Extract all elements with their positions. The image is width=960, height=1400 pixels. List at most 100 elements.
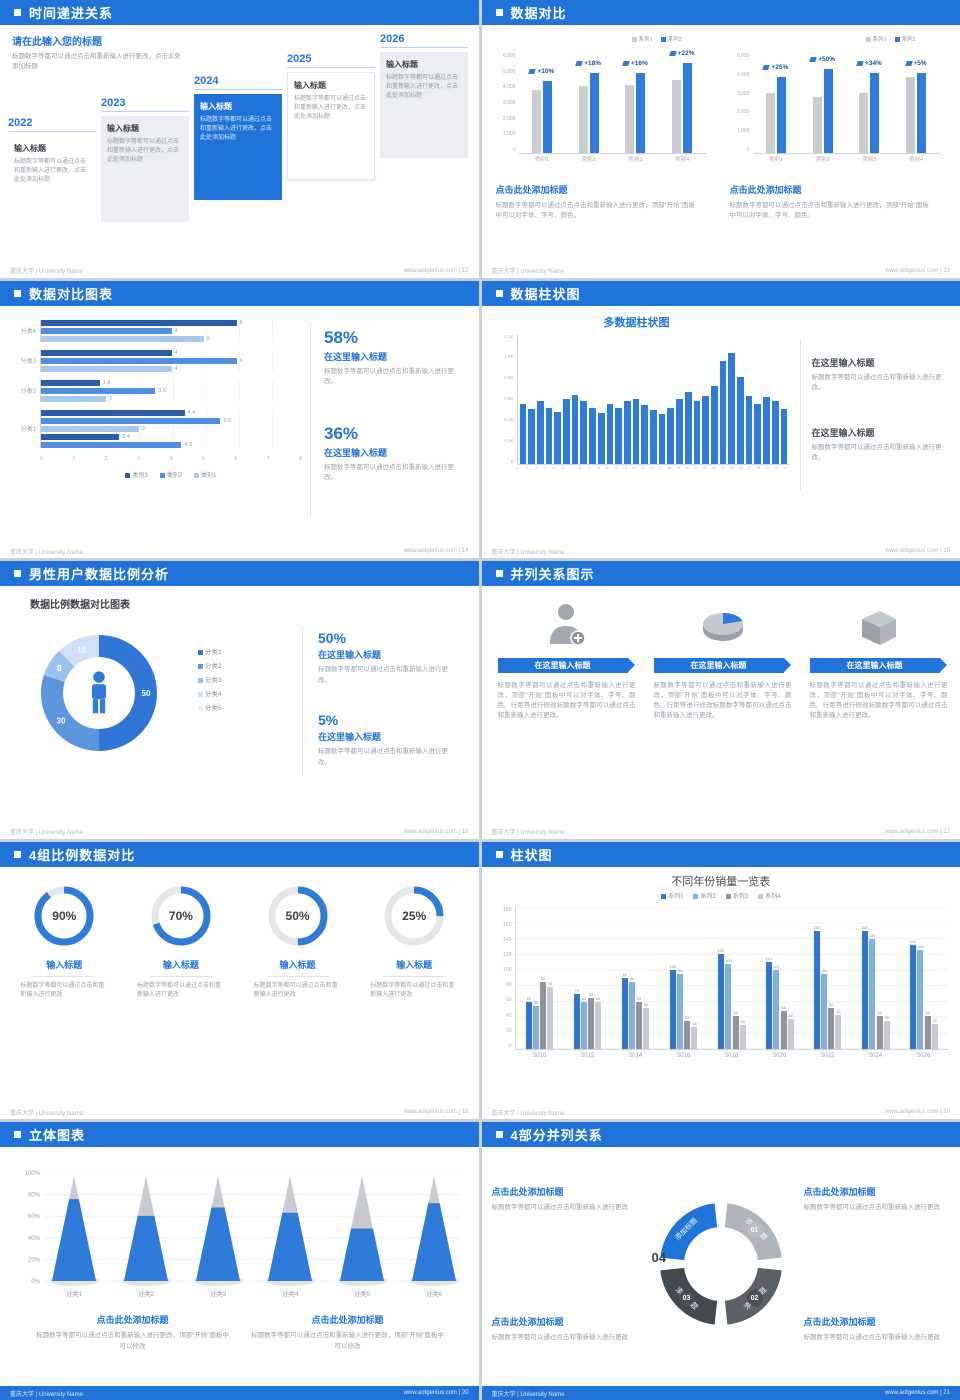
slide-header: 时间递进关系 [0, 0, 479, 25]
slide-20[interactable]: 立体图表 100% 80% 60% 40% 20% 0% 分类1 分类2 分类3 分类4 分类5 分类… [0, 1122, 479, 1400]
step-year: 2022 [8, 117, 96, 132]
slide-body: 系列1 系列2 系列1 系列2 6,000 5,000 4,000 3,000 2,00… [482, 25, 960, 264]
slide-title: 男性用户数据比例分析 [29, 567, 170, 583]
cat1-swatch-icon [194, 472, 200, 478]
bar-group-row: 分类4 6 4 5 [10, 319, 302, 342]
step-text: 标题数字等都可以通过点击和重新输入进行更改，点击此处添加标题 [200, 117, 273, 141]
svg-text:40%: 40% [28, 1236, 41, 1242]
slide-21[interactable]: 4部分并列关系 添加标题添加标题添加标题添加标题 01 02 03 04 点击此… [481, 1122, 960, 1400]
slide-16[interactable]: 男性用户数据比例分析 数据比例数据对比图表 50 30 8 12 分类1 分类2 分类3 分… [0, 561, 479, 839]
bar-value: 55 [533, 999, 539, 1005]
slide-body: 数据比例数据对比图表 50 30 8 12 分类1 分类2 分类3 分类4 分类5 50% 在… [0, 586, 479, 825]
divider [266, 975, 329, 977]
year-label: 2012 [580, 1052, 595, 1059]
bar-value: 52 [643, 1001, 649, 1007]
bar-value: 85 [629, 975, 635, 981]
svg-text:分类2: 分类2 [138, 1289, 155, 1298]
slide-body: 添加标题添加标题添加标题添加标题 01 02 03 04 点击此处添加标题 标题… [482, 1147, 960, 1386]
slide-19[interactable]: 柱状图 不同年份销量一览表 系列1 系列2 系列3 系列4 180 160 140 1… [481, 841, 960, 1120]
ring-item: 25% 输入标题 标题数字等都可以通过点击和重新输入进行更改 [362, 883, 466, 1001]
bar [571, 394, 579, 464]
legend-item: 类别2 [159, 470, 182, 479]
step-year: 2023 [101, 97, 189, 112]
series1-swatch-icon [661, 893, 667, 899]
bar [787, 1018, 794, 1049]
caption-text: 标题数字等都可以通过点击和重新输入进行更改 [491, 1204, 629, 1212]
bar [780, 409, 788, 464]
footer-university: 重庆大学 | University Name [491, 1110, 565, 1117]
bar [745, 396, 753, 464]
series1-swatch-icon [865, 37, 871, 43]
stat-value: 50% [318, 630, 347, 647]
legend-item: 系列1 [631, 35, 653, 43]
svg-text:30: 30 [57, 717, 66, 726]
bar [719, 360, 727, 464]
step-label: 输入标题 [14, 144, 46, 153]
intro-title: 请在此输入您的标题 [12, 37, 102, 48]
ring-text: 标题数字等都可以通过点击和重新输入进行更改 [253, 982, 338, 999]
footer-university: 重庆大学 | University Name [10, 1110, 83, 1117]
year-label: 2010 [532, 1052, 547, 1059]
series4-swatch-icon [758, 893, 764, 899]
swatch-icon [198, 705, 203, 711]
bar-group: +50% 类别2 [799, 53, 846, 163]
year-group: 150 140 42 36 2024 [852, 907, 900, 1059]
block-title: 在这里输入标题 [811, 357, 875, 368]
bar-value: 78 [547, 980, 553, 986]
slide-13[interactable]: 数据对比 系列1 系列2 系列1 系列2 6,000 5,000 4,000 3,00… [481, 0, 960, 278]
bar-series1 [812, 97, 822, 153]
legend-item: 系列4 [758, 891, 780, 900]
bar-group: +18% 类别2 [565, 53, 612, 163]
bar-group: +25% 类别1 [753, 53, 800, 163]
column-title-banner: 在这里输入标题 [809, 658, 947, 674]
bar [580, 401, 588, 464]
x-label: 类别3 [628, 157, 643, 163]
bar-series1 [765, 93, 775, 153]
chart-legend: 系列1 系列2 系列3 系列4 [482, 891, 960, 900]
bar [581, 1001, 587, 1049]
slide-17[interactable]: 并列关系图示 在这里输入标题 标题数字等都可以通过点击和重新输入进行更改，顶部“… [481, 561, 960, 839]
ring-item: 70% 输入标题 标题数字等都可以通过点击和重新输入进行更改 [129, 883, 233, 1001]
slide-15[interactable]: 数据柱状图 多数据柱状图 1.2K 1.0K 0.8K 0.6K 0.4K 0.2K 0 1… [481, 280, 960, 559]
stat-text: 标题数字等都可以通过点击和重新输入进行更改。 [324, 463, 454, 481]
bar-rows: 分类4 6 4 5 分类3 4 6 4 分类2 1.8 3.5 2 分类1 4.4 5.5 3 2.4 4.3 [10, 319, 302, 448]
slide-title: 并列关系图示 [510, 567, 595, 583]
slide-12[interactable]: 时间递进关系 请在此输入您的标题 标题数字等都可以通过点击和重新输入进行更改，点… [0, 0, 479, 278]
bar-value: 30 [740, 1018, 745, 1024]
x-label: 类别1 [534, 157, 549, 163]
bar-value: 4.4 [187, 409, 196, 416]
column-text: 标题数字等都可以通过点击和重新输入进行更改，顶部“开始”面板中可以对字体、字号、… [653, 682, 792, 720]
growth-label: +25% [762, 64, 788, 71]
flag-icon [809, 57, 818, 62]
caption-block: 点击此处添加标题 标题数字等都可以通过点击和重新输入进行更改 [804, 1315, 952, 1343]
legend-item: 分类3 [198, 674, 222, 684]
stat-value: 58% [324, 327, 359, 347]
bar [771, 401, 779, 464]
caption-title: 点击此处添加标题 [96, 1315, 169, 1326]
bar [526, 1001, 532, 1049]
bar [763, 397, 770, 464]
timeline-step: 2024 输入标题 标题数字等都可以通过点击和重新输入进行更改，点击此处添加标题 [194, 75, 282, 200]
svg-text:100%: 100% [25, 1171, 41, 1177]
legend-item: 系列2 [693, 891, 716, 900]
caption-block: 点击此处添加标题 标题数字等都可以通过点击和重新输入进行更改 [804, 1185, 952, 1213]
bar [597, 412, 605, 464]
stat-label: 在这里输入标题 [318, 732, 382, 743]
block-text: 标题数字等都可以通过点击和重新输入进行更改。 [811, 373, 942, 391]
bar [828, 1007, 835, 1049]
group-label: 分类4 [20, 329, 36, 336]
horizontal-bar-chart: 分类4 6 4 5 分类3 4 6 4 分类2 1.8 3.5 2 分类1 4.4 5.5 3 2.4 4.3 0… [10, 319, 302, 479]
caption-text: 标题数字等都可以通过点击和重新输入进行更改，顶部“开始”面板中可以修改 [251, 1332, 444, 1350]
slide-18[interactable]: 4组比例数据对比 90% 输入标题 标题数字等都可以通过点击和重新输入进行更改 … [0, 841, 479, 1120]
comparison-chart-left: 6,000 5,000 4,000 3,000 2,000 1,000 0 +10% 类别1 +1… [494, 50, 706, 167]
ring-text: 标题数字等都可以通过点击和重新输入进行更改 [20, 982, 105, 999]
slide-14[interactable]: 数据对比图表 分类4 6 4 5 分类3 4 6 4 分类2 1.8 3.5 2 分类1 4.4 5.5 3 2… [0, 280, 479, 559]
h-bar [41, 395, 107, 402]
bar-value: 3 [141, 425, 145, 432]
bar-value: 6 [239, 357, 243, 364]
progress-ring: 70% [148, 883, 214, 949]
step-box: 输入标题 标题数字等都可以通过点击和重新输入进行更改，点击此处添加标题 [287, 72, 375, 180]
h-bar [41, 335, 205, 342]
